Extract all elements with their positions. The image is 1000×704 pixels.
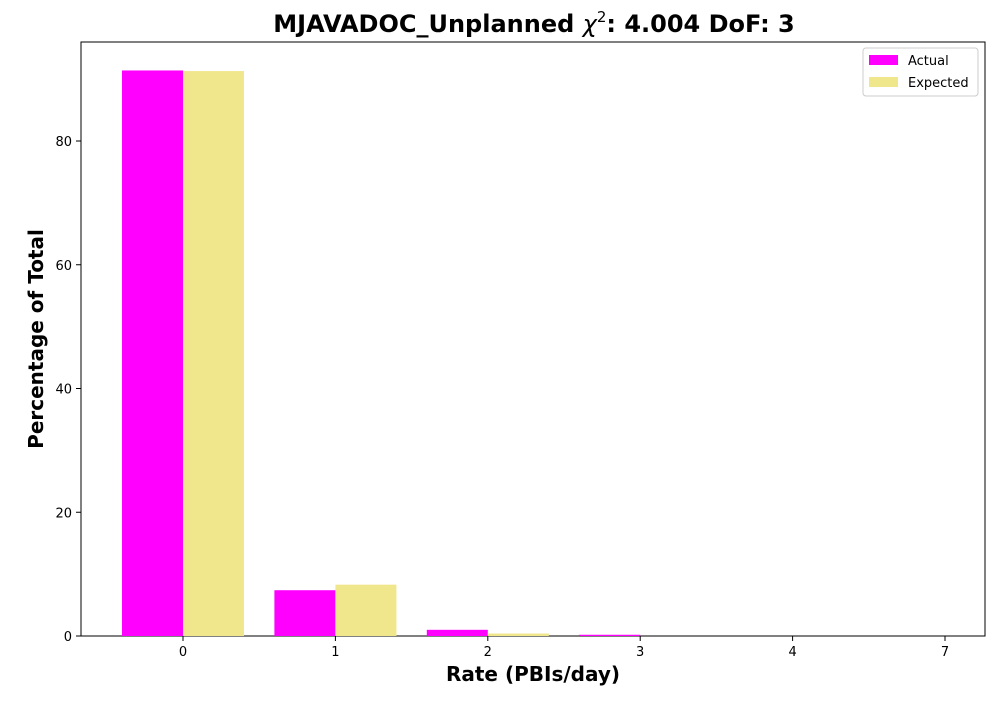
bar-expected-1 xyxy=(335,584,397,636)
bar-actual-2 xyxy=(426,629,488,636)
y-tick-label-80: 80 xyxy=(55,135,72,150)
legend: Actual Expected xyxy=(862,47,979,97)
x-tick-label-7: 7 xyxy=(941,645,949,660)
x-tick-label-1: 1 xyxy=(331,645,339,660)
chart-title-prefix: MJAVADOC_Unplanned xyxy=(273,10,582,38)
y-axis-ticks: 0 20 40 60 80 xyxy=(55,135,81,645)
x-axis-ticks: 0 1 2 3 4 7 xyxy=(179,636,949,660)
bar-actual-0 xyxy=(122,70,183,636)
y-tick-label-0: 0 xyxy=(64,630,72,645)
legend-swatch-expected xyxy=(869,77,898,87)
legend-label-actual: Actual xyxy=(908,54,949,69)
y-tick-label-20: 20 xyxy=(55,506,72,521)
y-tick-label-40: 40 xyxy=(55,383,72,398)
x-tick-label-3: 3 xyxy=(636,645,644,660)
x-tick-label-4: 4 xyxy=(788,645,796,660)
chart-title-suffix: : 4.004 DoF: 3 xyxy=(606,10,794,38)
legend-swatch-actual xyxy=(869,55,898,65)
chart-title: MJAVADOC_Unplanned χ2: 4.004 DoF: 3 xyxy=(273,8,795,38)
y-axis-label: Percentage of Total xyxy=(24,229,48,449)
bar-expected-2 xyxy=(487,633,549,636)
chart-title-chi-exponent: 2 xyxy=(597,8,607,26)
chart-title-chi: χ xyxy=(581,10,598,38)
legend-label-expected: Expected xyxy=(908,76,969,91)
bars-layer xyxy=(122,70,641,637)
y-tick-label-60: 60 xyxy=(55,259,72,274)
x-axis-label: Rate (PBIs/day) xyxy=(446,662,620,686)
bar-expected-0 xyxy=(183,71,244,637)
x-tick-label-0: 0 xyxy=(179,645,187,660)
bar-actual-1 xyxy=(274,590,336,636)
x-tick-label-2: 2 xyxy=(484,645,492,660)
bar-actual-3 xyxy=(579,634,641,636)
